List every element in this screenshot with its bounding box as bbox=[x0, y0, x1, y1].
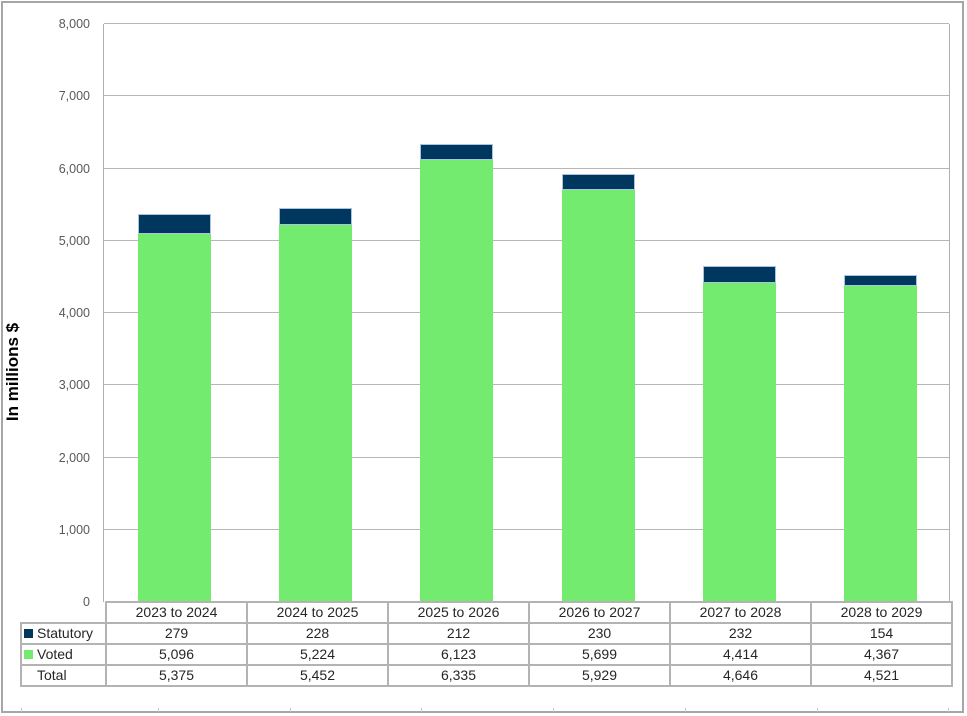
total-label: Total bbox=[20, 664, 107, 687]
table-cell: 230 bbox=[528, 622, 671, 645]
y-tick-label: 3,000 bbox=[58, 378, 90, 393]
table-cell: 4,646 bbox=[669, 664, 812, 687]
bar-segment-statutory bbox=[702, 266, 776, 284]
table-cell: 6,123 bbox=[387, 643, 530, 666]
table-cell: 6,335 bbox=[387, 664, 530, 687]
table-cell: 279 bbox=[105, 622, 248, 645]
bar-segment-statutory bbox=[420, 144, 494, 160]
gridline bbox=[104, 167, 949, 169]
legend-label: Statutory bbox=[37, 625, 94, 641]
bar-segment-voted bbox=[702, 283, 776, 602]
table-cell: 154 bbox=[810, 622, 953, 645]
gridline bbox=[104, 528, 949, 530]
bar-segment-voted bbox=[561, 190, 635, 602]
gridline bbox=[104, 239, 949, 241]
legend-voted: Voted bbox=[20, 643, 107, 666]
bar-segment-voted bbox=[843, 286, 917, 602]
bar-2025-to-2026 bbox=[420, 144, 494, 602]
bar-segment-statutory bbox=[561, 173, 635, 191]
table-cell: 232 bbox=[669, 622, 812, 645]
legend-label: Voted bbox=[37, 646, 73, 662]
table-cell: 4,414 bbox=[669, 643, 812, 666]
gridline bbox=[104, 23, 949, 24]
table-cell: 5,096 bbox=[105, 643, 248, 666]
table-cell: 4,521 bbox=[810, 664, 953, 687]
table-row-statutory: Statutory 279 228 212 230 232 154 bbox=[20, 622, 953, 645]
gridline bbox=[104, 384, 949, 386]
legend-statutory: Statutory bbox=[20, 622, 107, 645]
bottom-tick-marks bbox=[0, 708, 967, 712]
legend-key-statutory-icon bbox=[24, 629, 33, 638]
category-label: 2027 to 2028 bbox=[669, 601, 812, 624]
table-row-voted: Voted 5,096 5,224 6,123 5,699 4,414 4,36… bbox=[20, 643, 953, 666]
bar-segment-voted bbox=[420, 159, 494, 602]
bar-2027-to-2028 bbox=[702, 266, 776, 602]
bar-segment-statutory bbox=[138, 213, 212, 234]
category-label: 2024 to 2025 bbox=[246, 601, 389, 624]
table-cell: 212 bbox=[387, 622, 530, 645]
bar-segment-statutory bbox=[279, 208, 353, 225]
y-tick-label: 1,000 bbox=[58, 522, 90, 537]
table-header-row: 2023 to 2024 2024 to 2025 2025 to 2026 2… bbox=[21, 601, 953, 624]
table-cell: 5,452 bbox=[246, 664, 389, 687]
category-label: 2026 to 2027 bbox=[528, 601, 671, 624]
plot-area bbox=[103, 23, 950, 602]
table-cell: 4,367 bbox=[810, 643, 953, 666]
category-label: 2028 to 2029 bbox=[810, 601, 953, 624]
table-cell: 5,375 bbox=[105, 664, 248, 687]
legend-key-voted-icon bbox=[24, 650, 33, 659]
bar-segment-voted bbox=[138, 233, 212, 602]
y-tick-label: 2,000 bbox=[58, 450, 90, 465]
gridline bbox=[104, 312, 949, 313]
bar-2028-to-2029 bbox=[843, 275, 917, 602]
y-tick-label: 7,000 bbox=[58, 89, 90, 104]
y-tick-label: 8,000 bbox=[58, 17, 90, 31]
table-row-total: Total 5,375 5,452 6,335 5,929 4,646 4,52… bbox=[20, 664, 953, 687]
table-cell: 5,929 bbox=[528, 664, 671, 687]
gridline bbox=[104, 95, 949, 97]
bar-2024-to-2025 bbox=[279, 208, 353, 602]
bar-segment-voted bbox=[279, 224, 353, 602]
bar-2023-to-2024 bbox=[138, 213, 212, 602]
bar-2026-to-2027 bbox=[561, 173, 635, 602]
table-cell: 228 bbox=[246, 622, 389, 645]
table-cell: 5,224 bbox=[246, 643, 389, 666]
category-label: 2023 to 2024 bbox=[105, 601, 248, 624]
y-axis-title: In millions $ bbox=[3, 312, 23, 432]
category-label: 2025 to 2026 bbox=[387, 601, 530, 624]
y-axis-title-text: In millions $ bbox=[3, 322, 22, 422]
data-table: 2023 to 2024 2024 to 2025 2025 to 2026 2… bbox=[20, 601, 953, 687]
table-corner bbox=[21, 602, 107, 623]
table-cell: 5,699 bbox=[528, 643, 671, 666]
bar-segment-statutory bbox=[843, 275, 917, 287]
y-tick-label: 6,000 bbox=[58, 161, 90, 176]
gridline bbox=[104, 456, 949, 458]
y-tick-label: 5,000 bbox=[58, 233, 90, 248]
y-tick-label: 4,000 bbox=[58, 306, 90, 320]
